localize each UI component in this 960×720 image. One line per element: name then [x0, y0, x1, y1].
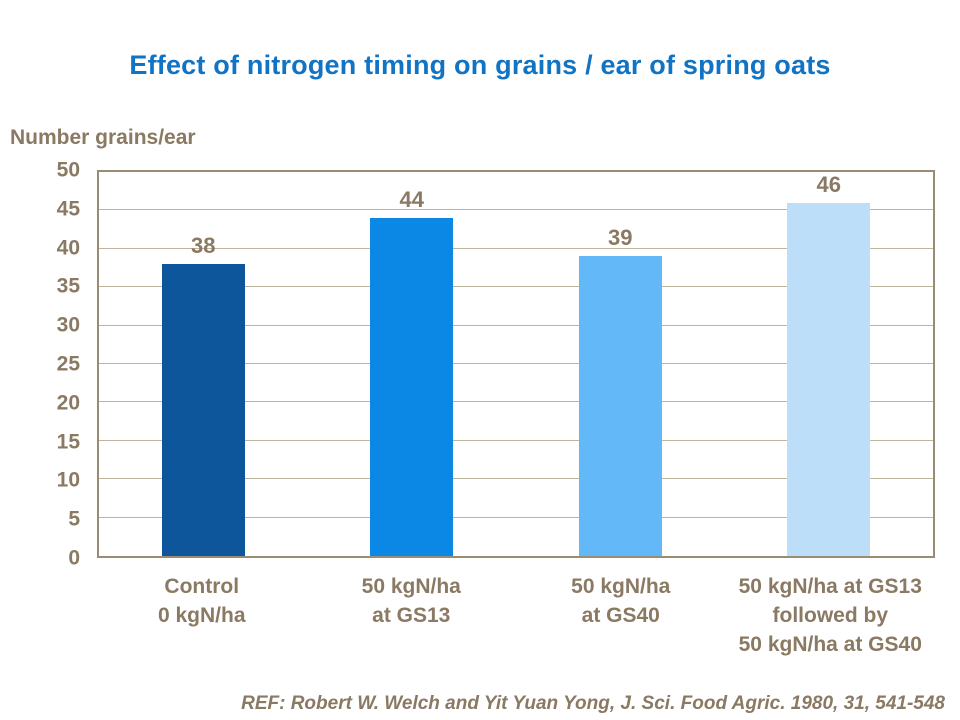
y-tick-label: 35: [56, 274, 80, 298]
bar-4: [787, 202, 871, 556]
x-axis-category-labels: Control 0 kgN/ha 50 kgN/ha at GS13 50 kgN/…: [97, 572, 935, 659]
y-tick-label: 45: [56, 197, 80, 221]
y-tick-label: 15: [56, 430, 80, 454]
y-tick-label: 25: [56, 352, 80, 376]
y-tick-label: 10: [56, 468, 80, 492]
gridline: [99, 286, 933, 288]
gridline: [99, 478, 933, 480]
x-category-label: Control 0 kgN/ha: [157, 575, 246, 627]
gridline: [99, 439, 933, 441]
bar-group: 46: [725, 172, 934, 556]
gridline: [99, 363, 933, 364]
y-tick-label: 30: [56, 313, 80, 337]
bar-1: [161, 264, 245, 556]
bar-value-label: 38: [191, 233, 216, 259]
gridline: [99, 247, 933, 249]
gridline: [99, 516, 933, 518]
y-axis-title: Number grains/ear: [10, 126, 196, 149]
bar-2: [370, 218, 454, 556]
y-axis-tick-labels: 0 5 10 15 20 25 30 35 40 45 50: [0, 160, 80, 569]
bar-group: 39: [516, 172, 725, 556]
reference-citation: REF: Robert W. Welch and Yit Yuan Yong, …: [241, 693, 945, 714]
y-tick-label: 40: [56, 236, 80, 260]
bar-group: 38: [99, 172, 308, 556]
plot-area: 38 44 39 46: [97, 170, 935, 558]
x-category-label: 50 kgN/ha at GS40: [571, 575, 671, 627]
bar-value-label: 46: [816, 171, 841, 197]
y-tick-label: 5: [68, 507, 80, 531]
gridline: [99, 209, 933, 211]
gridline: [99, 401, 933, 403]
x-category-label: 50 kgN/ha at GS13: [361, 575, 461, 627]
bar-value-label: 44: [399, 187, 424, 213]
bar-value-label: 39: [608, 225, 633, 251]
y-tick-label: 20: [56, 391, 80, 415]
bar-group: 44: [308, 172, 517, 556]
x-category-label: 50 kgN/ha at GS13 followed by 50 kgN/ha …: [738, 575, 922, 656]
bar-3: [578, 256, 662, 556]
gridline: [99, 324, 933, 326]
chart-title: Effect of nitrogen timing on grains / ea…: [129, 50, 831, 80]
y-tick-label: 0: [68, 546, 80, 570]
y-tick-label: 50: [56, 158, 80, 182]
